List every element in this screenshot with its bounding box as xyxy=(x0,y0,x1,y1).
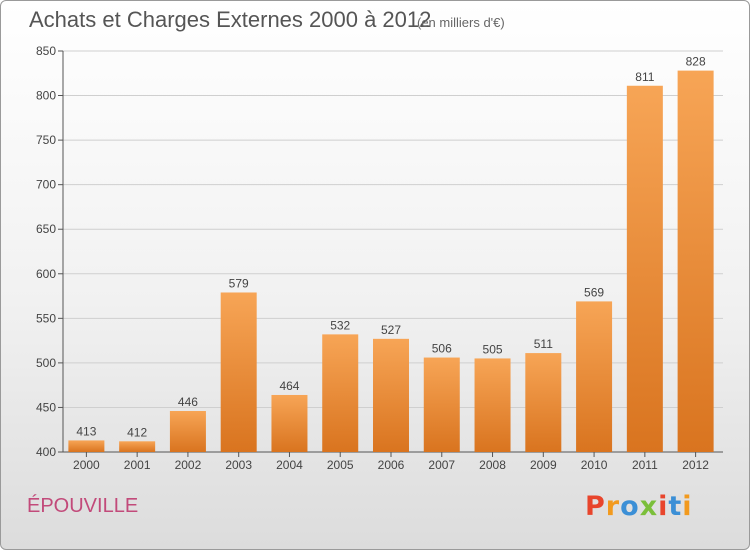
bar-2001 xyxy=(119,441,156,452)
bar-2003 xyxy=(220,292,257,452)
data-label: 413 xyxy=(76,424,96,438)
y-tick-label: 650 xyxy=(36,222,56,236)
bar-2008 xyxy=(474,358,511,452)
bar-2006 xyxy=(373,338,409,452)
y-tick-label: 800 xyxy=(36,89,56,103)
logo-letter: t xyxy=(668,491,683,522)
x-tick-label: 2007 xyxy=(428,458,455,472)
proxiti-logo[interactable]: Proxiti xyxy=(585,491,693,522)
axis-layer: 400 450 500 550 600 650 700 750 800 850 2000 2001 20… xyxy=(36,44,723,472)
data-label: 412 xyxy=(127,425,147,439)
bar-2005 xyxy=(322,334,359,452)
y-tick-label: 550 xyxy=(36,311,56,325)
x-tick-label: 2008 xyxy=(479,458,506,472)
data-label: 532 xyxy=(330,318,350,332)
y-tick-label: 400 xyxy=(36,445,56,459)
bar-2004 xyxy=(271,394,308,452)
bar-2009 xyxy=(525,353,562,452)
x-tick-label: 2004 xyxy=(276,458,303,472)
x-tick-label: 2009 xyxy=(530,458,557,472)
logo-letter: i xyxy=(682,491,693,522)
y-tick-label: 850 xyxy=(36,44,56,58)
data-label: 811 xyxy=(635,70,654,84)
y-tick-label: 750 xyxy=(36,133,56,147)
x-tick-label: 2011 xyxy=(632,458,658,472)
x-tick-label: 2000 xyxy=(73,458,100,472)
logo-letter: x xyxy=(639,491,659,522)
data-label: 446 xyxy=(178,395,198,409)
y-tick-label: 700 xyxy=(36,178,56,192)
data-label: 579 xyxy=(229,276,249,290)
data-label: 527 xyxy=(381,323,401,337)
logo-letter: r xyxy=(605,491,621,522)
x-tick-label: 2001 xyxy=(124,458,151,472)
bar-layer xyxy=(68,70,714,453)
y-tick-label: 450 xyxy=(36,400,56,414)
data-label: 511 xyxy=(534,337,553,351)
logo-letter: o xyxy=(620,491,640,522)
data-label: 506 xyxy=(432,342,452,356)
bar-2011 xyxy=(626,85,663,453)
x-tick-label: 2010 xyxy=(581,458,608,472)
chart-subtitle: (en milliers d'€) xyxy=(417,15,505,30)
data-label: 828 xyxy=(686,55,706,69)
commune-name: ÉPOUVILLE xyxy=(27,495,139,517)
logo-letter: P xyxy=(585,491,606,522)
bar-2000 xyxy=(68,440,105,452)
bar-2007 xyxy=(423,357,460,452)
bar-2002 xyxy=(169,411,206,452)
data-label: 464 xyxy=(279,379,299,393)
x-tick-label: 2005 xyxy=(327,458,354,472)
x-tick-label: 2003 xyxy=(225,458,252,472)
x-tick-label: 2012 xyxy=(682,458,709,472)
x-tick-label: 2002 xyxy=(175,458,202,472)
logo-letter: i xyxy=(658,491,669,522)
x-tick-label: 2006 xyxy=(378,458,405,472)
y-tick-label: 600 xyxy=(36,267,56,281)
label-layer: 413 412 446 579 464 532 527 506 505 511 569 811 828 xyxy=(76,55,706,440)
bar-2010 xyxy=(576,301,613,452)
bar-2012 xyxy=(677,70,714,453)
data-label: 505 xyxy=(483,342,503,356)
data-label: 569 xyxy=(584,285,604,299)
y-tick-label: 500 xyxy=(36,356,56,370)
chart-title: Achats et Charges Externes 2000 à 2012 xyxy=(29,7,432,32)
